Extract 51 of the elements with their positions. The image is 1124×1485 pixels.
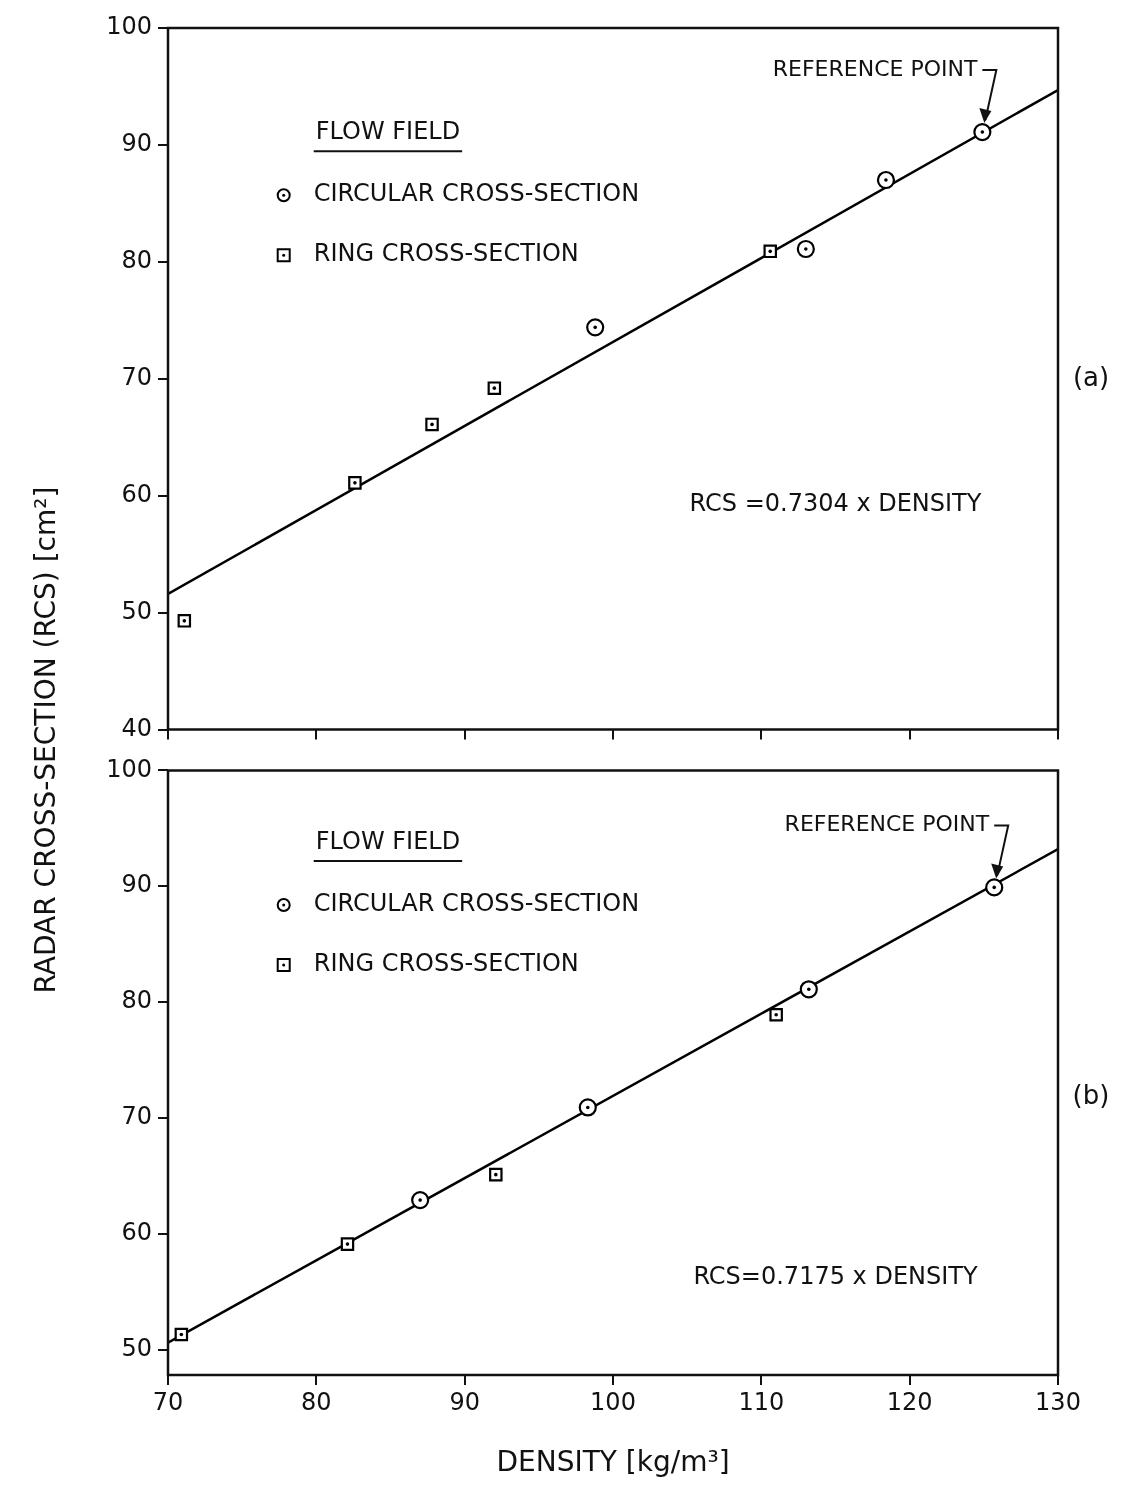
point	[177, 614, 192, 628]
legend-title: FLOW FIELD	[315, 827, 461, 856]
x-axis-title: DENSITY [kg/m³]	[496, 1445, 730, 1479]
annotation: RCS=0.7175 x DENSITY	[693, 1262, 978, 1291]
legend-label: RING CROSS-SECTION	[313, 239, 579, 268]
x-tick-label: 80	[301, 1387, 332, 1416]
point	[174, 1327, 189, 1342]
y-tick-label: 70	[121, 1102, 152, 1131]
point	[348, 476, 362, 490]
point	[340, 1237, 355, 1251]
y-axis-title: RADAR CROSS-SECTION (RCS) [cm²]	[28, 486, 62, 994]
text: (a)	[1072, 361, 1110, 392]
annotation: RCS =0.7304 x DENSITY	[689, 489, 982, 518]
point	[799, 980, 818, 999]
text: (b)	[1072, 1080, 1110, 1111]
x-tick-label: 120	[886, 1387, 933, 1416]
y-tick-label: 90	[121, 870, 152, 899]
y-tick-label: 90	[121, 129, 152, 158]
y-tick-label: 80	[121, 986, 152, 1015]
point	[876, 170, 896, 190]
point	[985, 878, 1004, 897]
point	[796, 239, 815, 259]
point	[769, 1008, 783, 1022]
point	[973, 122, 992, 142]
legend-label: CIRCULAR CROSS-SECTION	[313, 179, 640, 208]
y-tick-label: 70	[121, 363, 152, 392]
legend-title: FLOW FIELD	[315, 117, 461, 146]
y-tick-label: 100	[106, 12, 152, 41]
point	[586, 318, 605, 337]
point	[411, 1191, 430, 1210]
y-tick-label: 100	[106, 754, 152, 783]
y-tick-label: 60	[121, 1217, 152, 1246]
x-tick-label: 100	[590, 1387, 636, 1416]
annotation: REFERENCE POINT	[772, 55, 978, 81]
legend-label: CIRCULAR CROSS-SECTION	[313, 889, 640, 918]
legend-label: RING CROSS-SECTION	[313, 949, 579, 978]
point	[578, 1098, 597, 1117]
x-tick-label: 70	[152, 1387, 184, 1416]
x-tick-label: 110	[738, 1387, 785, 1416]
y-tick-label: 50	[121, 1333, 152, 1362]
point	[425, 417, 439, 432]
y-tick-label: 40	[121, 713, 152, 742]
point	[489, 1167, 503, 1182]
y-tick-label: 60	[121, 479, 152, 508]
annotation: REFERENCE POINT	[784, 811, 990, 837]
y-tick-label: 80	[121, 246, 152, 275]
x-tick-label: 130	[1035, 1387, 1081, 1416]
y-tick-label: 50	[121, 596, 152, 625]
x-tick-label: 90	[449, 1387, 480, 1416]
point	[763, 244, 777, 259]
point	[487, 381, 502, 395]
